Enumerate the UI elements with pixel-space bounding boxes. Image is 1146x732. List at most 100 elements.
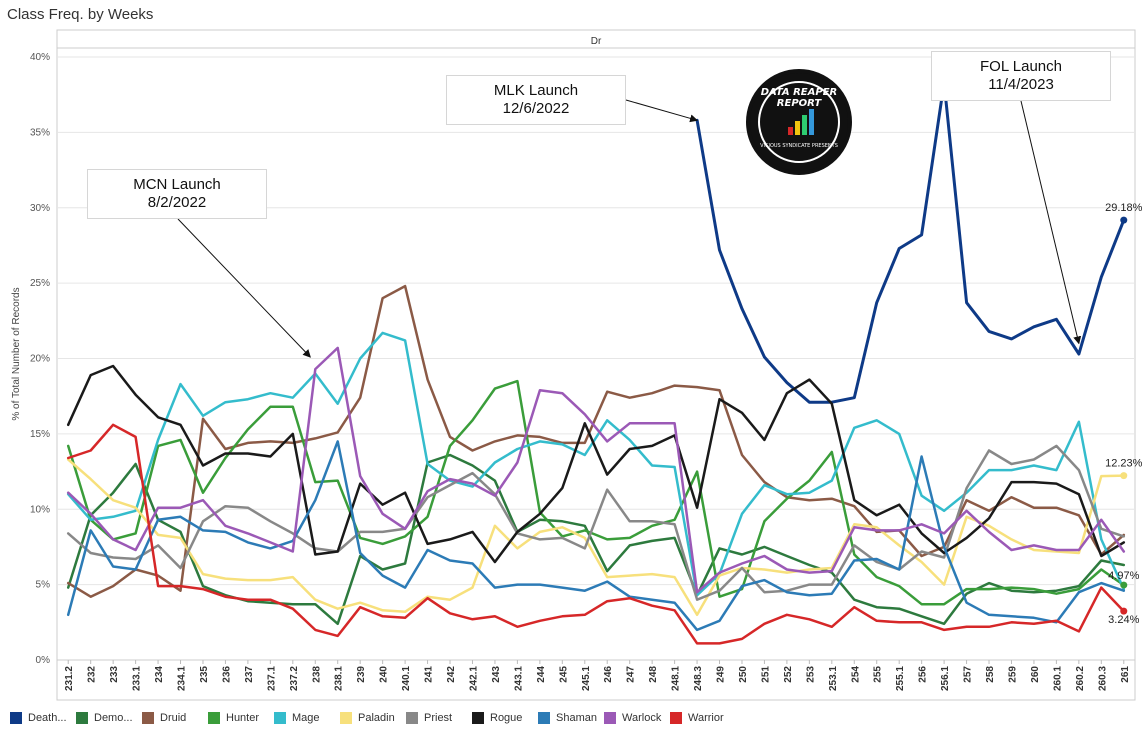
x-tick-label: 243: [491, 666, 502, 683]
legend-label: Priest: [424, 712, 453, 724]
legend-label: Warlock: [622, 712, 662, 724]
x-tick-label: 238.1: [334, 666, 345, 691]
x-tick-label: 234: [154, 666, 165, 683]
x-axis-band: [56, 659, 1136, 701]
legend-item-druid[interactable]: Druid: [142, 710, 186, 726]
y-axis-label: % of Total Number of Records: [11, 287, 22, 420]
legend-item-death[interactable]: Death...: [10, 710, 67, 726]
x-tick-label: 246: [603, 666, 614, 683]
y-tick-label: 15%: [30, 429, 50, 440]
x-tick-label: 235: [199, 666, 210, 683]
x-tick-label: 255: [873, 666, 884, 683]
y-tick-label: 0%: [36, 655, 51, 666]
series-line-rogue: [66, 364, 1126, 564]
x-tick-label: 233: [109, 666, 120, 683]
legend-swatch: [274, 712, 286, 724]
end-value-label: 29.18%: [1105, 202, 1143, 214]
legend-label: Warrior: [688, 712, 724, 724]
legend-item-rogue[interactable]: Rogue: [472, 710, 522, 726]
x-tick-label: 257: [963, 666, 974, 683]
y-tick-label: 10%: [30, 504, 50, 515]
x-tick-label: 241: [424, 666, 435, 683]
series-line-warrior: [66, 423, 1126, 645]
annotation-mcn-title: MCN Launch: [133, 176, 221, 193]
x-tick-label: 237: [244, 666, 255, 683]
y-tick-label: 40%: [30, 52, 50, 63]
legend-swatch: [670, 712, 682, 724]
legend-swatch: [208, 712, 220, 724]
x-tick-label: 256: [918, 666, 929, 683]
x-tick-label: 252: [783, 666, 794, 683]
series-line-shaman: [66, 440, 1126, 632]
x-tick-label: 243.1: [513, 666, 524, 691]
legend-item-warrior[interactable]: Warrior: [670, 710, 724, 726]
annotation-fol-title: FOL Launch: [980, 58, 1062, 75]
annotation-mlk: MLK Launch 12/6/2022: [446, 75, 626, 125]
legend-swatch: [406, 712, 418, 724]
x-tick-label: 247: [626, 666, 637, 683]
series-line-mage: [66, 331, 1126, 597]
logo-bottom-text: VICIOUS SYNDICATE PRESENTS: [760, 143, 838, 149]
end-point-paladin: [1120, 472, 1128, 480]
x-tick-label: 249: [716, 666, 727, 683]
y-tick-label: 30%: [30, 203, 50, 214]
x-tick-label: 259: [1007, 666, 1018, 683]
annotation-mlk-title: MLK Launch: [493, 82, 579, 99]
legend-label: Shaman: [556, 712, 597, 724]
series-line-druid: [66, 284, 1126, 598]
x-tick-label: 260.2: [1075, 666, 1086, 691]
legend-label: Death...: [28, 712, 67, 724]
x-tick-label: 231.2: [64, 666, 75, 691]
data-reaper-logo: DATA REAPER REPORT VICIOUS SYNDICATE PRE…: [746, 69, 852, 175]
annotation-arrow: [625, 99, 699, 123]
x-tick-label: 256.1: [940, 666, 951, 691]
page-title: Class Freq. by Weeks: [7, 6, 154, 23]
x-tick-label: 240.1: [401, 666, 412, 691]
x-tick-label: 244: [536, 666, 547, 683]
x-tick-label: 240: [379, 666, 390, 683]
x-tick-label: 234.1: [177, 666, 188, 691]
plot-area: [56, 47, 1136, 661]
series-line-warlock: [66, 346, 1126, 594]
end-value-label: 3.24%: [1108, 614, 1139, 626]
annotation-arrow: [1020, 100, 1082, 345]
x-tick-label: 242: [446, 666, 457, 683]
column-header-label: Dr: [591, 36, 602, 47]
x-tick-label: 236: [221, 666, 232, 683]
legend-swatch: [472, 712, 484, 724]
x-tick-label: 255.1: [895, 666, 906, 691]
annotation-fol-date: 11/4/2023: [988, 76, 1054, 93]
x-tick-label: 233.1: [132, 666, 143, 691]
legend-item-warlock[interactable]: Warlock: [604, 710, 661, 726]
x-tick-label: 232: [87, 666, 98, 683]
x-tick-label: 253.1: [828, 666, 839, 691]
series-line-paladin: [66, 458, 1126, 617]
legend-item-shaman[interactable]: Shaman: [538, 710, 597, 726]
logo-top-text: DATA REAPER REPORT: [760, 87, 838, 109]
x-tick-label: 260.3: [1097, 666, 1108, 691]
x-tick-label: 248.1: [671, 666, 682, 691]
x-tick-label: 254: [850, 666, 861, 683]
legend-swatch: [604, 712, 616, 724]
legend-item-priest[interactable]: Priest: [406, 710, 452, 726]
legend-item-hunter[interactable]: Hunter: [208, 710, 259, 726]
y-tick-label: 5%: [36, 580, 51, 591]
x-tick-label: 237.1: [266, 666, 277, 691]
x-tick-label: 248.3: [693, 666, 704, 691]
x-tick-label: 245: [558, 666, 569, 683]
legend-item-demo[interactable]: Demo...: [76, 710, 133, 726]
x-tick-label: 260: [1030, 666, 1041, 683]
x-tick-label: 239: [356, 666, 367, 683]
end-value-label: 4.97%: [1108, 570, 1139, 582]
legend-label: Hunter: [226, 712, 260, 724]
legend-label: Rogue: [490, 712, 523, 724]
legend-item-mage[interactable]: Mage: [274, 710, 320, 726]
annotation-mcn-date: 8/2/2022: [147, 194, 207, 211]
x-tick-label: 242.1: [468, 666, 479, 691]
y-tick-label: 35%: [30, 127, 50, 138]
x-tick-label: 253: [805, 666, 816, 683]
legend-label: Paladin: [358, 712, 395, 724]
legend-item-paladin[interactable]: Paladin: [340, 710, 395, 726]
end-point-death: [1120, 216, 1128, 224]
